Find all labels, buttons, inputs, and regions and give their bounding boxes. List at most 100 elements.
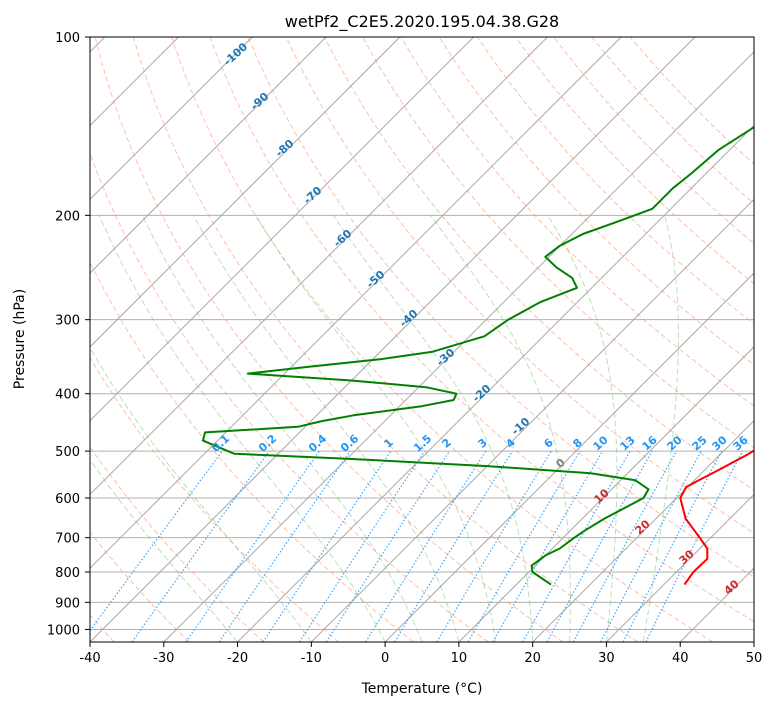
mixing-ratio-label: 16 [640,433,660,453]
moist-adiabat [90,458,238,642]
moist-adiabat [547,215,618,642]
dry-adiabat [132,37,639,642]
dry-adiabat [323,37,754,491]
isotherm-line [90,37,696,642]
x-tick-label: 40 [672,651,689,666]
mixing-ratio-line [90,450,223,632]
moist-adiabat [90,346,312,642]
dry-adiabat [553,37,754,245]
moist-adiabat [430,215,571,642]
y-tick-label: 100 [55,31,80,46]
dry-adiabat-label: -100 [221,40,250,68]
mixing-ratio-line [185,450,320,642]
mixing-ratio-line [394,450,513,642]
dry-adiabat [90,152,489,642]
isotherm-label: 40 [722,577,742,597]
x-tick-label: -20 [227,651,248,666]
dry-adiabat [90,260,414,642]
dry-adiabat [90,531,190,642]
dry-adiabat [90,446,265,642]
isotherm-label: 10 [592,486,612,506]
isotherm-line [458,346,754,642]
mixing-ratio-label: 13 [618,433,638,453]
isotherm-line [90,37,475,422]
mixing-ratio-label: 1 [381,436,395,451]
dry-adiabat-label: -40 [397,307,421,330]
isotherm-line [90,37,253,201]
dry-adiabat [285,37,754,535]
x-tick-label: -30 [153,651,174,666]
y-axis-title: Pressure (hPa) [12,289,28,389]
mixing-ratio-line [546,450,653,642]
mixing-ratio-line [218,450,351,642]
isotherm-line [753,641,754,642]
temperature-profile [679,449,754,586]
dry-adiabat [209,37,754,623]
dry-adiabat-label: -20 [470,382,494,405]
line-labels: -100-90-80-70-60-50-40-30-20-10010203040… [209,40,751,597]
dewpoint-profile [201,126,754,586]
mixing-ratio-line [572,450,677,642]
x-tick-label: 30 [598,651,615,666]
mixing-ratio-line [622,450,723,642]
y-tick-label: 900 [55,596,80,611]
dry-adiabat [90,356,339,642]
dry-adiabat-label: -60 [331,227,355,250]
mixing-ratio-line [436,450,552,642]
x-tick-label: 10 [451,651,468,666]
mixing-ratio-label: 36 [731,433,751,453]
y-tick-label: 700 [55,532,80,547]
dry-adiabat [515,37,754,285]
dry-adiabat-label: -30 [434,346,458,369]
y-tick-label: 800 [55,566,80,581]
isotherm-line [310,198,754,642]
isotherm-line [90,37,622,569]
mixing-ratio-line [645,450,744,642]
moist-adiabat [332,215,534,642]
y-tick-label: 200 [55,209,80,224]
x-tick-label: 0 [381,651,389,666]
isotherm-line [606,493,754,642]
mixing-ratio-label: 2 [439,436,453,451]
mixing-ratio-line [299,450,426,642]
mixing-ratio-label: 6 [541,436,556,451]
x-tick-label: 20 [524,651,541,666]
mixing-ratio-line [131,450,270,642]
isotherm-line [90,37,401,348]
moist-adiabat [193,215,460,642]
y-tick-label: 300 [55,314,80,329]
mixing-ratio-label: 20 [665,433,685,453]
background-lines [90,37,754,642]
dry-adiabat-label: -70 [301,184,325,207]
chart-title: wetPf2_C2E5.2020.195.04.38.G28 [285,12,559,32]
mixing-ratio-line [522,450,631,642]
isotherm-line [679,567,754,642]
x-axis-title: Temperature (°C) [361,681,483,697]
isotherm-line [90,37,548,496]
dry-adiabat-label: -10 [509,415,533,438]
y-tick-label: 400 [55,388,80,403]
x-tick-label: -10 [301,651,322,666]
isotherm-line [237,124,754,642]
x-tick-label: 50 [746,651,763,666]
y-tick-label: 1000 [47,623,80,638]
y-axis-ticks: 100 200 300 400 500 600 700 800 900 1000 [47,31,90,638]
isotherm-label: 20 [633,517,653,537]
x-axis-ticks: -40 -30 -20 -10 0 10 20 30 40 50 [79,642,762,666]
dry-adiabat-label: -50 [364,268,388,291]
isotherm-label: 0 [553,456,568,471]
isotherm-label: 30 [677,547,697,567]
mixing-ratio-line [600,450,702,642]
dry-adiabat-label: -90 [248,90,272,113]
plot-frame [89,36,755,643]
dry-adiabat [362,37,754,449]
isotherm-line [90,37,327,274]
mixing-ratio-line [325,450,450,642]
mixing-ratio-line [365,450,487,642]
isotherm-line [532,419,754,642]
moist-adiabat [642,215,679,642]
dry-adiabat [438,37,754,366]
isotherm-line [163,51,754,642]
mixing-ratio-label: 3 [475,436,489,451]
